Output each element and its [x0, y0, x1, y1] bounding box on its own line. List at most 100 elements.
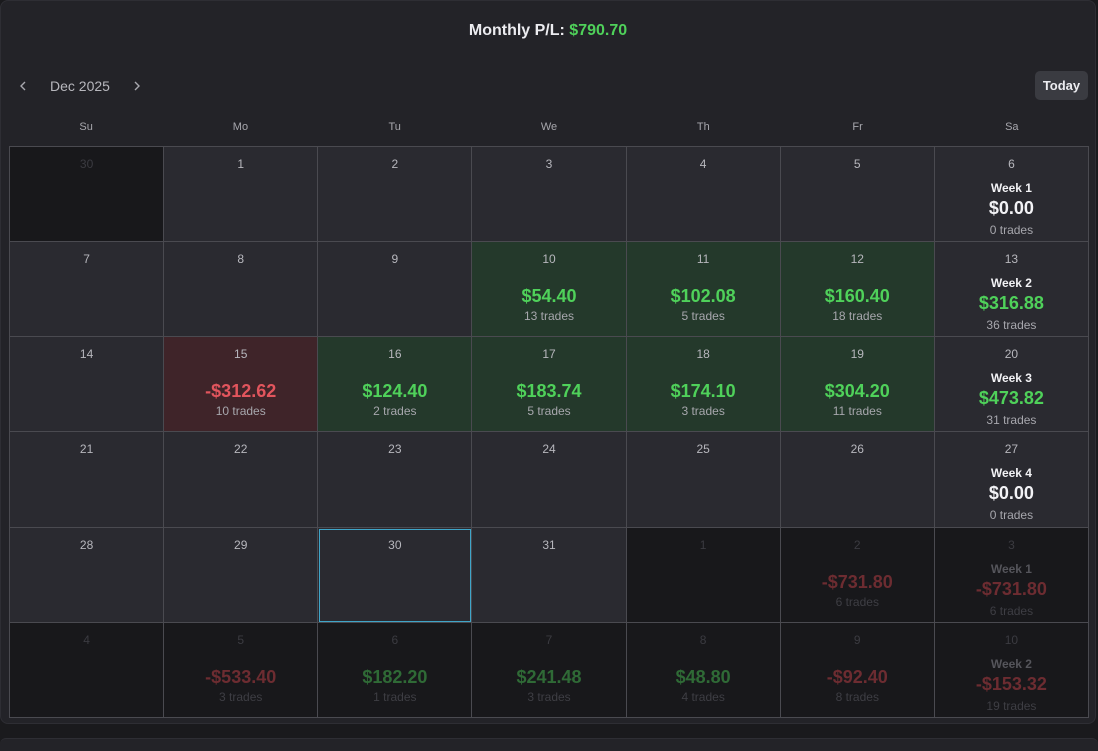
day-pl: $183.74: [516, 381, 582, 402]
day-number: 8: [699, 632, 707, 647]
day-number: 28: [79, 537, 94, 552]
day-pl: $304.20: [824, 381, 890, 402]
day-number: 4: [699, 157, 707, 171]
day-cell[interactable]: 30: [318, 527, 473, 623]
day-number: 23: [388, 442, 402, 457]
day-cell[interactable]: 25: [626, 432, 781, 528]
day-cell[interactable]: 12 $160.40 18 trades: [780, 242, 935, 338]
day-trade-count: 6 trades: [835, 594, 879, 609]
weekday-label: Mo: [232, 121, 249, 133]
day-trade-count: 8 trades: [835, 689, 879, 704]
day-number: 4: [83, 632, 90, 647]
day-trade-count: 4 trades: [681, 689, 725, 704]
week-summary-cell[interactable]: 10 Week 2 -$153.32 19 trades: [934, 622, 1089, 718]
day-cell[interactable]: 31: [472, 527, 627, 623]
weekday-label: Fr: [852, 121, 863, 133]
week-summary-cell[interactable]: 6 Week 1 $0.00 0 trades: [934, 147, 1089, 243]
week-summary-cell[interactable]: 27 Week 4 $0.00 0 trades: [934, 432, 1089, 528]
day-cell[interactable]: 11 $102.08 5 trades: [626, 242, 781, 338]
day-cell[interactable]: 3: [472, 147, 627, 243]
day-number: 14: [79, 347, 94, 362]
day-cell[interactable]: 14: [10, 337, 165, 433]
day-cell[interactable]: 5 -$533.40 3 trades: [164, 622, 319, 718]
week-pl: $0.00: [988, 198, 1034, 218]
day-trade-count: 2 trades: [373, 404, 417, 419]
day-cell[interactable]: 21: [10, 432, 165, 528]
week-trade-count: 0 trades: [989, 223, 1034, 237]
day-number: 25: [696, 442, 710, 457]
day-cell[interactable]: 1: [626, 527, 781, 623]
day-number: 20: [1004, 347, 1019, 362]
weekday-header: Su Mo Tu We Th Fr Sa: [9, 121, 1089, 133]
day-cell[interactable]: 1: [164, 147, 319, 243]
week-trade-count: 19 trades: [986, 698, 1037, 713]
week-pl: $473.82: [978, 388, 1044, 409]
day-pl: -$533.40: [205, 666, 277, 687]
day-number: 27: [1004, 442, 1019, 457]
day-pl: $54.40: [521, 286, 577, 307]
day-pl: $48.80: [675, 666, 731, 687]
day-cell[interactable]: 30: [10, 147, 165, 243]
day-number: 17: [542, 347, 556, 362]
day-number: 13: [1004, 252, 1019, 267]
day-number: 16: [388, 347, 402, 362]
day-cell[interactable]: 18 $174.10 3 trades: [626, 337, 781, 433]
day-number: 30: [79, 157, 94, 171]
day-cell[interactable]: 28: [10, 527, 165, 623]
day-pl: $182.20: [362, 666, 428, 687]
day-number: 29: [234, 537, 248, 552]
day-cell[interactable]: 17 $183.74 5 trades: [472, 337, 627, 433]
day-cell[interactable]: 10 $54.40 13 trades: [472, 242, 627, 338]
next-month-button[interactable]: [126, 75, 148, 97]
week-summary-cell[interactable]: 13 Week 2 $316.88 36 trades: [934, 242, 1089, 338]
weekday-label: Sa: [1005, 121, 1019, 133]
day-number: 3: [545, 157, 553, 171]
day-number: 24: [542, 442, 556, 457]
week-pl: -$731.80: [975, 578, 1047, 599]
week-summary-cell[interactable]: 20 Week 3 $473.82 31 trades: [934, 337, 1089, 433]
day-cell[interactable]: 19 $304.20 11 trades: [780, 337, 935, 433]
day-cell[interactable]: 24: [472, 432, 627, 528]
day-cell[interactable]: 9: [318, 242, 473, 338]
day-cell[interactable]: 6 $182.20 1 trades: [318, 622, 473, 718]
monthly-pl-title: Monthly P/L: $790.70: [1, 22, 1095, 40]
day-number: 8: [237, 252, 245, 267]
day-cell[interactable]: 15 -$312.62 10 trades: [164, 337, 319, 433]
day-number: 1: [237, 157, 245, 171]
day-cell[interactable]: 16 $124.40 2 trades: [318, 337, 473, 433]
day-cell[interactable]: 26: [780, 432, 935, 528]
day-cell[interactable]: 2 -$731.80 6 trades: [780, 527, 935, 623]
day-cell[interactable]: 29: [164, 527, 319, 623]
week-trade-count: 31 trades: [986, 413, 1037, 428]
day-pl: -$312.62: [205, 381, 277, 402]
weekday-label: Su: [79, 121, 93, 133]
day-trade-count: 10 trades: [215, 404, 266, 419]
week-label: Week 1: [990, 181, 1032, 195]
day-number: 3: [1008, 537, 1015, 552]
day-cell[interactable]: 4: [10, 622, 165, 718]
day-cell[interactable]: 22: [164, 432, 319, 528]
day-trade-count: 5 trades: [527, 404, 571, 419]
day-cell[interactable]: 23: [318, 432, 473, 528]
day-pl: -$731.80: [821, 571, 893, 592]
day-cell[interactable]: 8 $48.80 4 trades: [626, 622, 781, 718]
prev-month-button[interactable]: [12, 75, 34, 97]
day-trade-count: 5 trades: [681, 309, 725, 324]
week-label: Week 2: [990, 656, 1032, 671]
week-summary-cell[interactable]: 3 Week 1 -$731.80 6 trades: [934, 527, 1089, 623]
day-cell[interactable]: 7 $241.48 3 trades: [472, 622, 627, 718]
month-label: Dec 2025: [50, 78, 110, 94]
day-cell[interactable]: 4: [626, 147, 781, 243]
day-pl: $160.40: [824, 286, 890, 307]
day-cell[interactable]: 7: [10, 242, 165, 338]
day-cell[interactable]: 5: [780, 147, 935, 243]
today-button[interactable]: Today: [1035, 71, 1088, 100]
day-number: 2: [853, 537, 861, 552]
chevron-left-icon: [20, 81, 26, 91]
day-cell[interactable]: 8: [164, 242, 319, 338]
day-cell[interactable]: 9 -$92.40 8 trades: [780, 622, 935, 718]
day-cell[interactable]: 2: [318, 147, 473, 243]
week-label: Week 3: [990, 371, 1032, 386]
day-number: 10: [1004, 632, 1019, 647]
day-number: 12: [850, 252, 864, 267]
